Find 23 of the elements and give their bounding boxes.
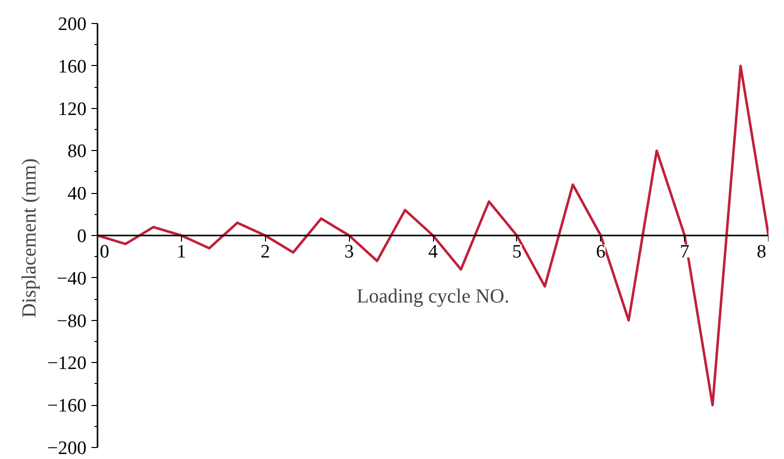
x-tick-label: 6 <box>596 242 606 262</box>
y-tick-label: −120 <box>47 353 87 374</box>
y-tick-label: 120 <box>58 98 86 120</box>
y-tick-label: 160 <box>58 56 86 78</box>
y-tick-label: −40 <box>56 268 87 290</box>
x-tick-label: 3 <box>344 242 354 262</box>
x-axis-title: Loading cycle NO. <box>356 286 510 308</box>
y-tick-label: 40 <box>68 184 86 205</box>
y-tick-label: −160 <box>47 396 87 417</box>
x-tick-label: 5 <box>512 242 522 262</box>
y-tick-label: 200 <box>58 14 86 35</box>
y-axis-title: Displacement (mm) <box>18 158 40 318</box>
x-tick-label: 4 <box>428 242 438 262</box>
y-tick-label: 0 <box>77 226 86 247</box>
y-tick-label: −80 <box>56 310 87 332</box>
x-tick-label: 0 <box>100 242 110 262</box>
line-series <box>98 64 768 406</box>
x-tick-label: 7 <box>680 242 690 262</box>
x-tick-label: 1 <box>176 242 186 262</box>
y-tick-label: −200 <box>47 438 87 459</box>
x-tick-label: 8 <box>756 242 766 262</box>
y-tick-label: 80 <box>68 141 86 162</box>
x-tick-label: 2 <box>260 242 270 262</box>
